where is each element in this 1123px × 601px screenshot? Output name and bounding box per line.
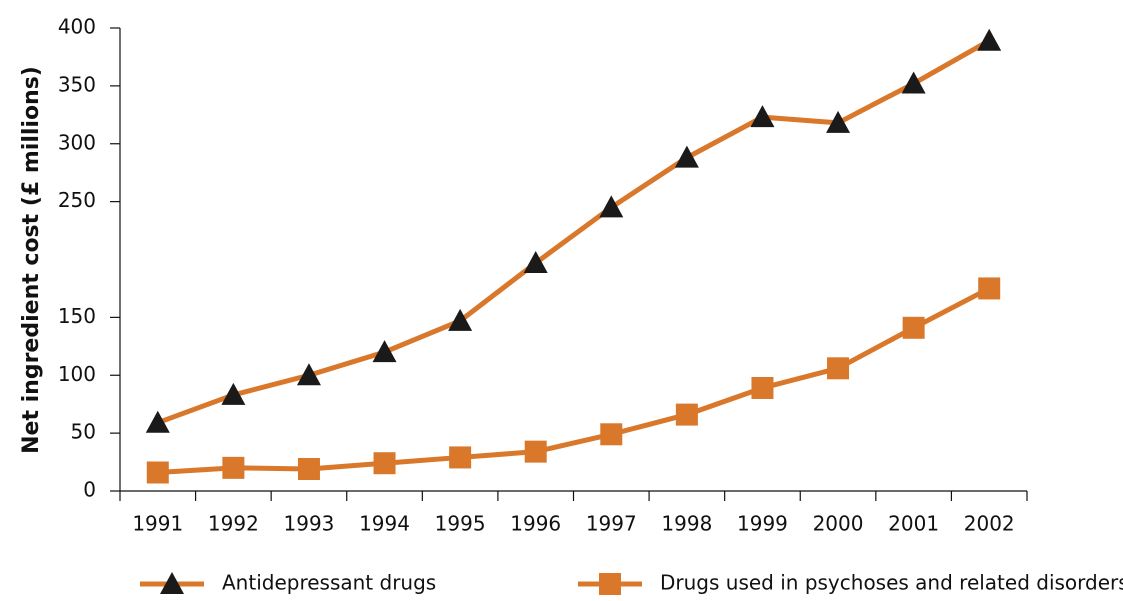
y-tick-label: 350 <box>58 72 96 96</box>
y-axis-title: Net ingredient cost (£ millions) <box>19 66 44 454</box>
x-tick-label: 1994 <box>359 512 410 536</box>
data-point <box>373 452 396 475</box>
y-tick-label: 50 <box>71 420 96 444</box>
y-tick-label: 250 <box>58 188 96 212</box>
x-tick-label: 1991 <box>132 512 183 536</box>
data-point <box>449 446 472 469</box>
data-point <box>523 250 548 273</box>
x-tick-label: 2000 <box>813 512 864 536</box>
data-point <box>599 195 624 218</box>
y-tick-label: 150 <box>58 304 96 328</box>
data-point <box>221 382 246 405</box>
x-tick-label: 2001 <box>888 512 939 536</box>
data-point <box>524 440 547 463</box>
x-tick-label: 1999 <box>737 512 788 536</box>
data-point <box>372 340 397 363</box>
data-point <box>902 316 925 339</box>
data-point <box>297 458 320 481</box>
legend-label: Drugs used in psychoses and related diso… <box>660 571 1123 595</box>
x-tick-label: 1997 <box>586 512 637 536</box>
data-point <box>675 403 698 426</box>
data-point <box>750 105 775 128</box>
data-point <box>296 363 321 386</box>
x-tick-label: 1996 <box>510 512 561 536</box>
legend-marker <box>160 572 184 594</box>
data-point <box>901 71 926 94</box>
data-point <box>146 461 169 484</box>
y-tick-label: 0 <box>83 478 96 502</box>
legend-marker <box>599 573 621 595</box>
data-point <box>222 456 245 479</box>
data-point <box>826 110 851 133</box>
data-point <box>145 410 170 433</box>
data-point <box>977 28 1002 51</box>
data-point <box>751 376 774 399</box>
legend-label: Antidepressant drugs <box>222 571 436 595</box>
y-tick-label: 400 <box>58 15 96 39</box>
data-point <box>827 357 850 380</box>
data-point <box>978 277 1001 300</box>
x-tick-label: 1995 <box>435 512 486 536</box>
series-line <box>157 286 991 475</box>
data-point <box>674 145 699 168</box>
y-tick-label: 300 <box>58 130 96 154</box>
series-line <box>156 38 991 426</box>
x-tick-label: 1992 <box>208 512 259 536</box>
data-point <box>448 308 473 331</box>
x-tick-label: 2002 <box>964 512 1015 536</box>
y-tick-label: 100 <box>58 362 96 386</box>
x-tick-label: 1998 <box>661 512 712 536</box>
x-tick-label: 1993 <box>284 512 335 536</box>
data-point <box>600 423 623 446</box>
